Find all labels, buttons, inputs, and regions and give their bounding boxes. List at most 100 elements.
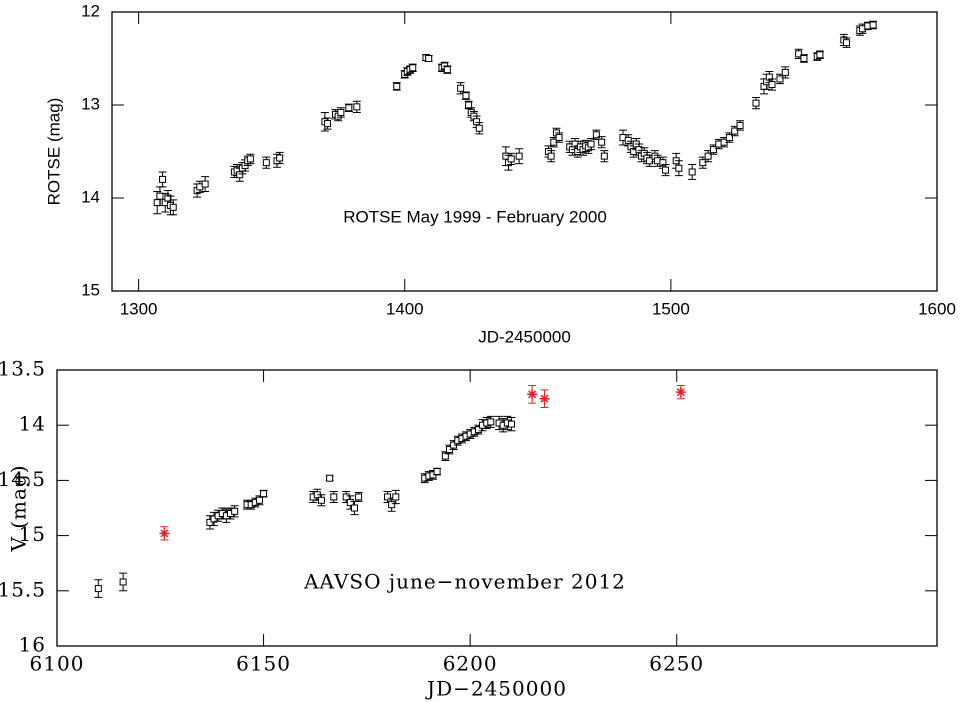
data-point	[475, 124, 483, 132]
annotation: AAVSO june−november 2012	[303, 570, 626, 594]
data-point	[776, 75, 784, 83]
data-point	[635, 146, 643, 154]
data-point	[337, 108, 345, 116]
data-point	[393, 82, 401, 90]
x-axis-label: JD-2450000	[478, 327, 571, 346]
data-point	[392, 493, 400, 501]
data-point	[731, 127, 739, 135]
data-point	[699, 159, 707, 167]
data-point	[725, 134, 733, 142]
x-tick-label: 6100	[30, 652, 85, 676]
x-axis-label: JD−2450000	[425, 677, 567, 701]
data-point	[119, 578, 127, 586]
data-point	[515, 152, 523, 160]
data-point	[675, 164, 683, 172]
annotation: ROTSE May 1999 - February 2000	[343, 207, 607, 226]
data-point	[768, 81, 776, 89]
data-point	[600, 152, 608, 160]
data-point	[507, 420, 515, 428]
data-point	[795, 50, 803, 58]
plot-frame	[111, 11, 938, 292]
y-tick-label: 15.5	[0, 577, 46, 601]
data-point	[324, 120, 332, 128]
data-point	[260, 490, 268, 498]
data-point	[587, 140, 595, 148]
data-point	[869, 21, 877, 29]
data-point	[169, 203, 177, 211]
data-point	[688, 168, 696, 176]
data-point	[527, 389, 538, 400]
y-axis-label: V (mag)	[7, 464, 31, 552]
data-point	[159, 175, 167, 183]
data-point	[409, 64, 417, 72]
x-tick-label: 1600	[918, 299, 956, 318]
data-point	[201, 180, 209, 188]
y-tick-label: 14.5	[0, 467, 46, 491]
data-point	[236, 171, 244, 179]
plot-frame	[56, 369, 938, 647]
data-point	[353, 103, 361, 111]
y-tick-label: 15	[19, 522, 46, 546]
y-tick-label: 14	[19, 412, 46, 436]
data-point	[752, 99, 760, 107]
data-point	[384, 493, 392, 501]
data-point	[443, 66, 451, 74]
data-point	[156, 192, 164, 200]
data-point	[816, 51, 824, 59]
y-tick-label: 13.5	[0, 357, 46, 381]
data-point	[317, 496, 325, 504]
data-point	[704, 152, 712, 160]
data-point	[231, 507, 239, 515]
x-tick-label: 1400	[386, 299, 424, 318]
data-point	[388, 501, 396, 509]
data-point	[425, 55, 433, 62]
x-tick-label: 6200	[443, 652, 498, 676]
data-point	[781, 68, 789, 76]
data-point	[350, 504, 358, 512]
data-point	[659, 159, 667, 167]
data-point	[662, 166, 670, 174]
data-point	[487, 418, 495, 426]
data-point	[255, 496, 263, 504]
data-point	[736, 121, 744, 129]
data-point	[675, 387, 686, 398]
data-point	[709, 146, 717, 154]
data-point	[153, 199, 161, 207]
data-point	[555, 134, 563, 142]
data-point	[765, 73, 773, 81]
data-point	[462, 92, 470, 100]
data-point	[547, 152, 555, 160]
data-point	[843, 39, 851, 47]
data-point	[539, 393, 550, 404]
x-tick-label: 1500	[652, 299, 690, 318]
data-point	[457, 84, 465, 92]
y-tick-label: 14	[81, 187, 100, 206]
data-point	[342, 493, 350, 501]
y-tick-label: 15	[81, 280, 100, 299]
data-point	[592, 131, 600, 139]
y-tick-label: 12	[81, 1, 100, 20]
data-point	[330, 493, 338, 501]
data-point	[598, 138, 606, 146]
data-point	[441, 452, 449, 460]
data-point	[474, 426, 482, 434]
data-point	[276, 154, 284, 162]
data-point	[262, 159, 270, 167]
data-point	[473, 118, 481, 126]
data-point	[346, 498, 354, 506]
data-point	[465, 101, 473, 109]
data-point	[507, 155, 515, 163]
x-tick-label: 1300	[120, 299, 158, 318]
y-axis-label: ROTSE (mag)	[44, 98, 63, 206]
y-tick-label: 16	[19, 633, 46, 657]
x-tick-label: 6250	[649, 652, 704, 676]
data-point	[646, 157, 654, 165]
data-point	[94, 585, 102, 593]
data-point	[433, 468, 441, 476]
data-point	[800, 55, 808, 62]
data-point	[246, 155, 254, 163]
data-point	[326, 474, 334, 482]
y-tick-label: 13	[81, 94, 100, 113]
data-point	[345, 104, 353, 112]
